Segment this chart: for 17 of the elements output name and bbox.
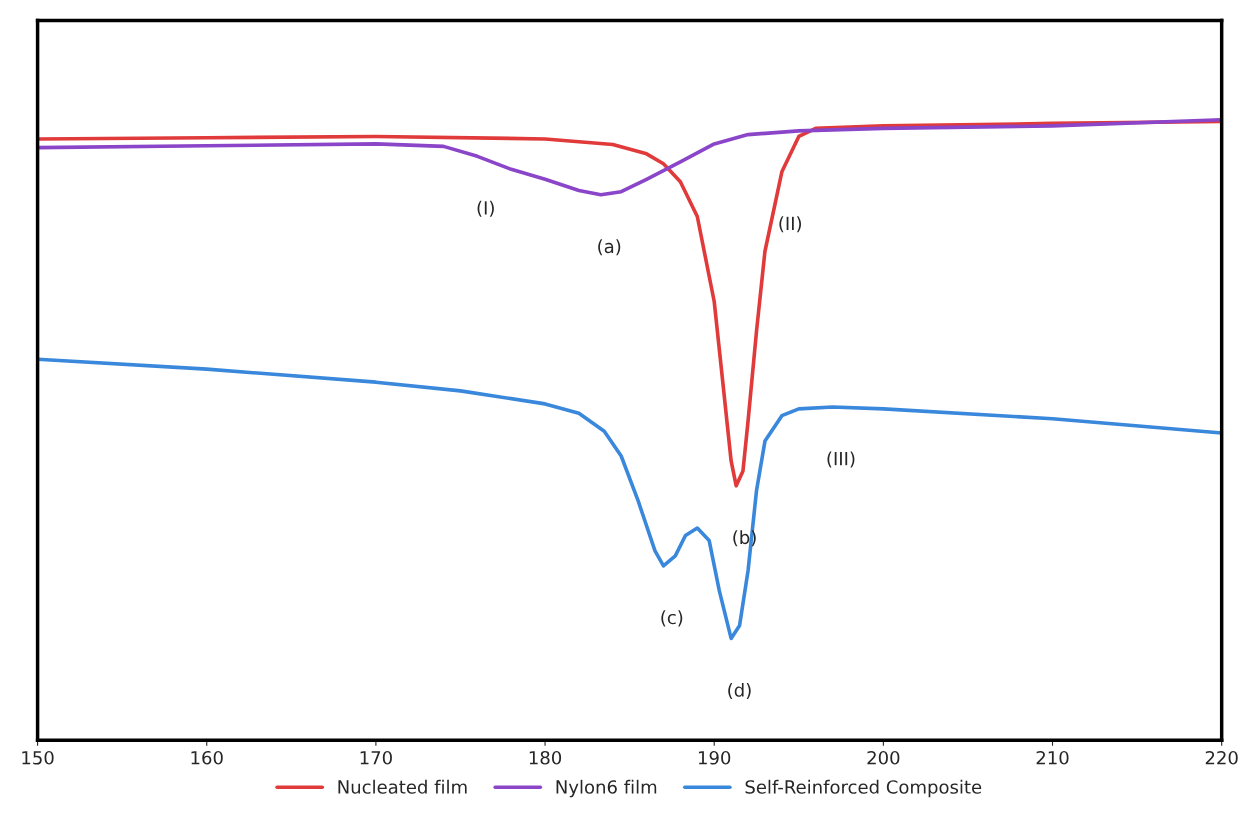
legend-label: Nylon6 film xyxy=(556,779,657,798)
x-tick-label: 210 xyxy=(1036,750,1069,765)
x-tick-label: 190 xyxy=(698,750,731,765)
x-tick-label: 170 xyxy=(360,750,392,765)
x-tick-label: 160 xyxy=(191,750,223,765)
legend-label: Self-Reinforced Composite xyxy=(745,779,982,798)
annotation: (c) xyxy=(661,610,683,627)
legend-label: Nucleated film xyxy=(338,779,467,794)
x-tick-label: 180 xyxy=(529,750,562,765)
annotation: (I) xyxy=(477,200,494,217)
annotation: (II) xyxy=(779,216,802,233)
x-tick-label: 200 xyxy=(867,750,900,765)
x-tick-label: 220 xyxy=(1205,750,1238,765)
annotation: (d) xyxy=(728,682,751,699)
annotation: (III) xyxy=(827,451,855,468)
x-tick-label: 150 xyxy=(22,750,54,765)
annotation: (a) xyxy=(598,239,621,256)
